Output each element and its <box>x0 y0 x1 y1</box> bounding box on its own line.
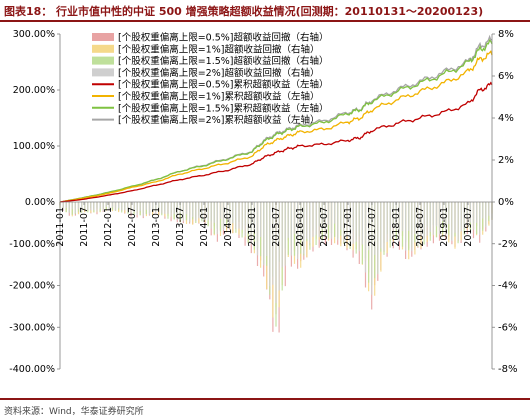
figure-label: 图表18： <box>4 5 53 18</box>
excess-return-1pct <box>59 50 493 203</box>
left-tick-label: 0.00% <box>25 197 55 208</box>
legend: [个股权重偏离上限=0.5%]超额收益回撤（右轴）[个股权重偏离上限=1%]超额… <box>92 32 329 126</box>
right-tick-label: -2% <box>498 239 517 250</box>
left-tick-label: 200.00% <box>13 85 55 96</box>
x-tick-label: 2012-07 <box>127 207 138 247</box>
legend-label-3: [个股权重偏离上限=2%]超额收益回撤（右轴） <box>118 67 319 79</box>
legend-swatch-3 <box>92 68 114 77</box>
right-tick-label: -8% <box>498 364 517 375</box>
legend-swatch-1 <box>92 44 114 53</box>
left-tick-label: -200.00% <box>9 281 55 292</box>
excess-return-lines <box>59 34 493 203</box>
chart-title: 行业市值中性的中证 500 增强策略超额收益情况(回测期：20110131～20… <box>56 5 484 18</box>
excess-return-0.5pct <box>59 81 493 203</box>
right-tick-label: -6% <box>498 322 517 333</box>
right-tick-label: 6% <box>498 71 514 82</box>
left-tick-label: -300.00% <box>9 322 55 333</box>
right-tick-label: 2% <box>498 155 514 166</box>
legend-label-5: [个股权重偏离上限=1%]累积超额收益（左轴） <box>118 91 319 103</box>
x-tick-label: 2018-07 <box>415 207 426 247</box>
x-tick-label: 2011-01 <box>55 207 66 247</box>
x-tick-label: 2019-07 <box>463 207 474 247</box>
left-tick-label: 100.00% <box>13 141 55 152</box>
chart-header: 图表18： 行业市值中性的中证 500 增强策略超额收益情况(回测期：20110… <box>0 0 530 22</box>
right-tick-label: 8% <box>498 29 514 40</box>
legend-swatch-0 <box>92 33 114 41</box>
axes: -400.00% -300.00% -200.00% -100.00% 0.00% 100… <box>9 29 517 375</box>
x-tick-label: 2011-07 <box>79 207 90 247</box>
left-tick-label: -100.00% <box>9 239 55 250</box>
legend-label-6: [个股权重偏离上限=1.5%]累积超额收益（左轴） <box>118 102 329 114</box>
legend-swatch-2 <box>92 56 114 65</box>
right-tick-label: -4% <box>498 281 517 292</box>
x-tick-label: 2014-07 <box>223 207 234 247</box>
source-text: 资料来源：Wind，华泰证券研究所 <box>4 407 144 417</box>
legend-label-0: [个股权重偏离上限=0.5%]超额收益回撤（右轴） <box>118 32 329 44</box>
x-tick-label: 2016-01 <box>295 207 306 247</box>
excess-return-1.5pct <box>59 38 493 203</box>
x-tick-label: 2017-07 <box>367 207 378 247</box>
x-tick-label: 2013-07 <box>175 207 186 247</box>
right-tick-label: 4% <box>498 113 514 124</box>
x-tick-label: 2013-01 <box>151 207 162 247</box>
x-tick-label: 2018-01 <box>391 207 402 247</box>
chart-canvas: -400.00% -300.00% -200.00% -100.00% 0.00% 100… <box>9 29 517 375</box>
legend-label-4: [个股权重偏离上限=0.5%]累积超额收益（左轴） <box>118 79 329 91</box>
x-tick-label: 2014-01 <box>199 207 210 247</box>
left-tick-label: -400.00% <box>9 364 55 375</box>
legend-label-2: [个股权重偏离上限=1.5%]超额收益回撤（右轴） <box>118 55 329 67</box>
legend-label-1: [个股权重偏离上限=1%]超额收益回撤（右轴） <box>118 43 319 55</box>
x-tick-label: 2012-01 <box>103 207 114 247</box>
source-footer: 资料来源：Wind，华泰证券研究所 <box>0 398 530 419</box>
drawdown-series <box>59 202 493 333</box>
x-tick-label: 2016-07 <box>319 207 330 247</box>
left-tick-label: 300.00% <box>13 29 55 40</box>
x-tick-label: 2019-01 <box>439 207 450 247</box>
legend-label-7: [个股权重偏离上限=2%]累积超额收益（左轴） <box>118 114 319 126</box>
x-tick-label: 2015-01 <box>247 207 258 247</box>
x-tick-label: 2017-01 <box>343 207 354 247</box>
right-tick-label: 0% <box>498 197 514 208</box>
x-tick-label: 2015-07 <box>271 207 282 247</box>
